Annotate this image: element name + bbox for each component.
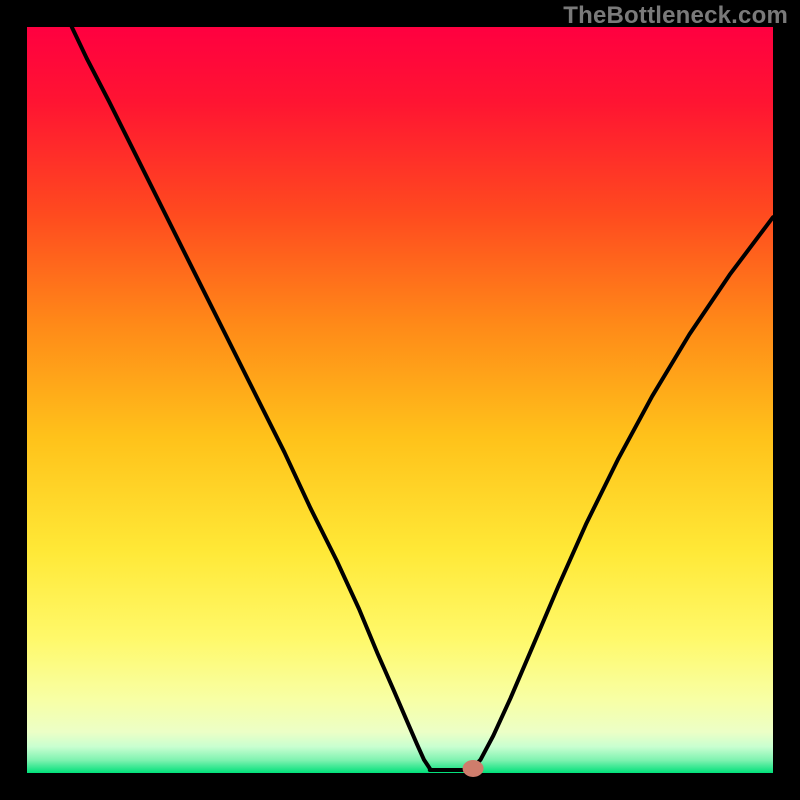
chart-svg <box>0 0 800 800</box>
watermark-text: TheBottleneck.com <box>563 2 788 30</box>
chart-frame: TheBottleneck.com <box>0 0 800 800</box>
optimum-marker <box>463 761 483 777</box>
plot-background <box>27 27 773 773</box>
